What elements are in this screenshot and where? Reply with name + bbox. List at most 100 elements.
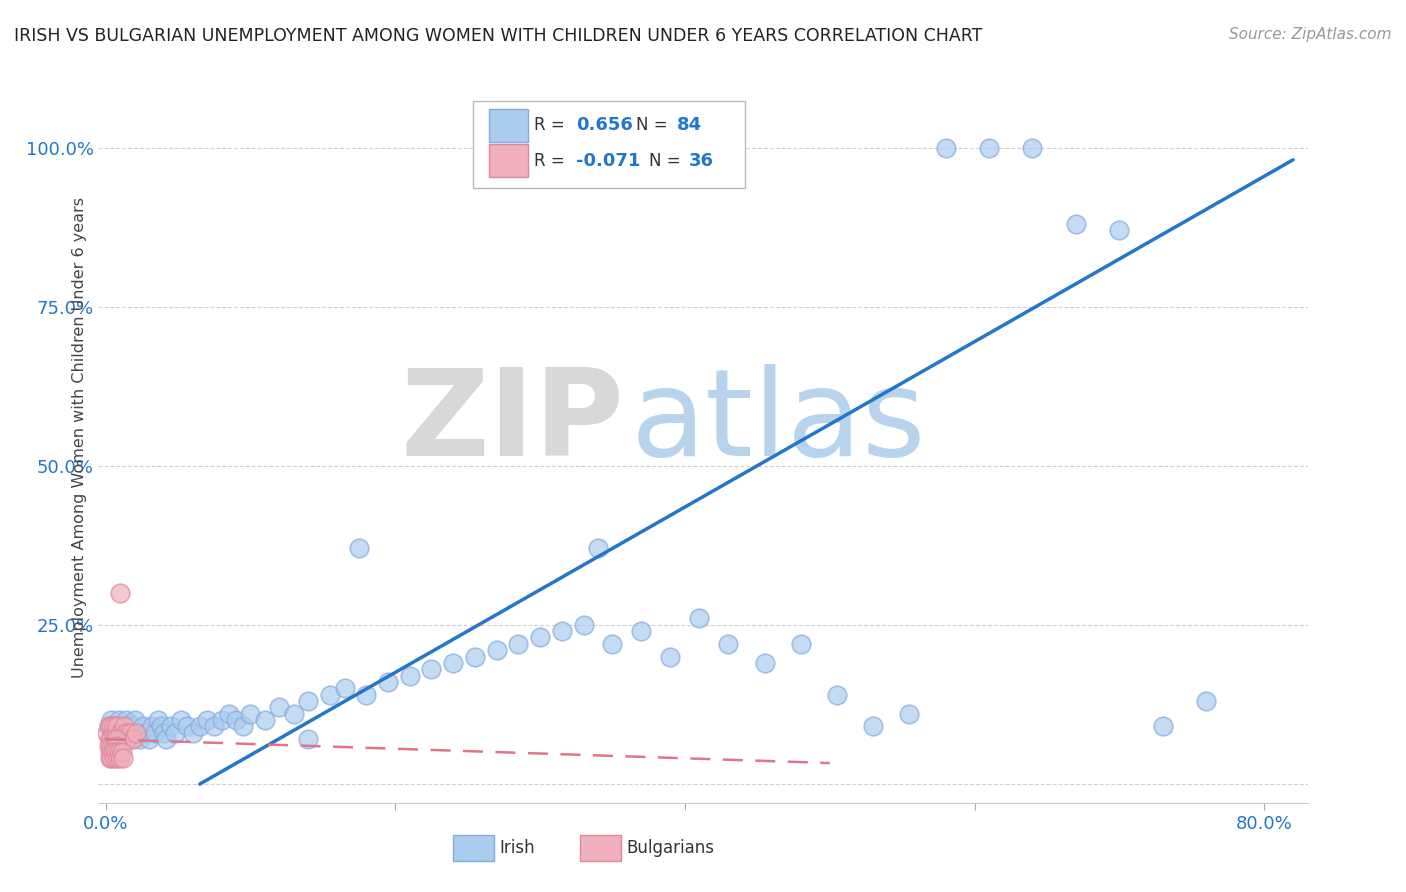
Text: 36: 36: [689, 152, 713, 169]
Point: [1195, 694, 1218, 708]
Point: [754, 656, 776, 670]
Point: [688, 611, 710, 625]
Point: [115, 726, 138, 740]
Text: IRISH VS BULGARIAN UNEMPLOYMENT AMONG WOMEN WITH CHILDREN UNDER 6 YEARS CORRELAT: IRISH VS BULGARIAN UNEMPLOYMENT AMONG WO…: [14, 27, 983, 45]
Point: [155, 732, 177, 747]
FancyBboxPatch shape: [579, 835, 621, 862]
Point: [122, 732, 145, 747]
Point: [105, 739, 128, 753]
Point: [377, 675, 399, 690]
Point: [1108, 223, 1130, 237]
Point: [103, 739, 125, 753]
Point: [100, 719, 122, 733]
Point: [103, 751, 125, 765]
Text: ZIP: ZIP: [401, 364, 624, 481]
FancyBboxPatch shape: [453, 835, 494, 862]
Point: [977, 141, 1000, 155]
Point: [602, 637, 624, 651]
Point: [104, 732, 127, 747]
Point: [441, 656, 464, 670]
Point: [100, 739, 122, 753]
Point: [146, 713, 169, 727]
Point: [202, 719, 225, 733]
Point: [112, 719, 135, 733]
Point: [114, 726, 136, 740]
Point: [108, 726, 131, 740]
Point: [141, 719, 163, 733]
Point: [170, 713, 193, 727]
Point: [96, 726, 118, 740]
Point: [112, 726, 135, 740]
Point: [97, 719, 120, 733]
Point: [101, 726, 124, 740]
Point: [107, 713, 129, 727]
Point: [529, 631, 551, 645]
Y-axis label: Unemployment Among Women with Children Under 6 years: Unemployment Among Women with Children U…: [72, 196, 87, 678]
Point: [659, 649, 682, 664]
Point: [121, 726, 143, 740]
Point: [117, 732, 139, 747]
Point: [551, 624, 574, 638]
Point: [195, 713, 218, 727]
Point: [165, 726, 187, 740]
Text: 0.656: 0.656: [576, 117, 633, 135]
Point: [108, 751, 131, 765]
Point: [181, 726, 204, 740]
Point: [98, 745, 121, 759]
Point: [101, 726, 124, 740]
FancyBboxPatch shape: [474, 101, 745, 188]
Point: [218, 706, 240, 721]
Point: [107, 745, 129, 759]
Point: [586, 541, 609, 556]
Point: [211, 713, 233, 727]
Point: [319, 688, 342, 702]
Point: [107, 732, 129, 747]
Point: [127, 726, 149, 740]
Point: [110, 745, 132, 759]
Point: [149, 719, 172, 733]
Point: [101, 745, 124, 759]
FancyBboxPatch shape: [489, 144, 527, 178]
Point: [132, 719, 155, 733]
Point: [138, 732, 160, 747]
Point: [572, 617, 595, 632]
Text: -0.071: -0.071: [576, 152, 640, 169]
Point: [101, 745, 124, 759]
Point: [108, 586, 131, 600]
Point: [104, 732, 127, 747]
Point: [420, 662, 443, 676]
Text: atlas: atlas: [630, 364, 927, 481]
Point: [105, 751, 128, 765]
Point: [118, 719, 141, 733]
Point: [97, 739, 120, 753]
Point: [100, 751, 122, 765]
Point: [112, 751, 135, 765]
Text: Source: ZipAtlas.com: Source: ZipAtlas.com: [1229, 27, 1392, 42]
Point: [104, 745, 127, 759]
Text: Irish: Irish: [501, 839, 536, 857]
Text: R =: R =: [534, 117, 569, 135]
Point: [297, 694, 319, 708]
Point: [98, 732, 121, 747]
Point: [105, 726, 128, 740]
Point: [347, 541, 370, 556]
Point: [232, 719, 254, 733]
Point: [333, 681, 356, 696]
Point: [356, 688, 378, 702]
Point: [143, 726, 166, 740]
Point: [159, 719, 181, 733]
Point: [110, 732, 132, 747]
Point: [1021, 141, 1043, 155]
Point: [862, 719, 884, 733]
Point: [105, 719, 128, 733]
Point: [103, 719, 125, 733]
Point: [630, 624, 652, 638]
Point: [114, 719, 136, 733]
Point: [508, 637, 530, 651]
Text: Bulgarians: Bulgarians: [627, 839, 714, 857]
Point: [125, 726, 148, 740]
Text: R =: R =: [534, 152, 569, 169]
Point: [1152, 719, 1174, 733]
Point: [129, 732, 152, 747]
Point: [825, 688, 848, 702]
